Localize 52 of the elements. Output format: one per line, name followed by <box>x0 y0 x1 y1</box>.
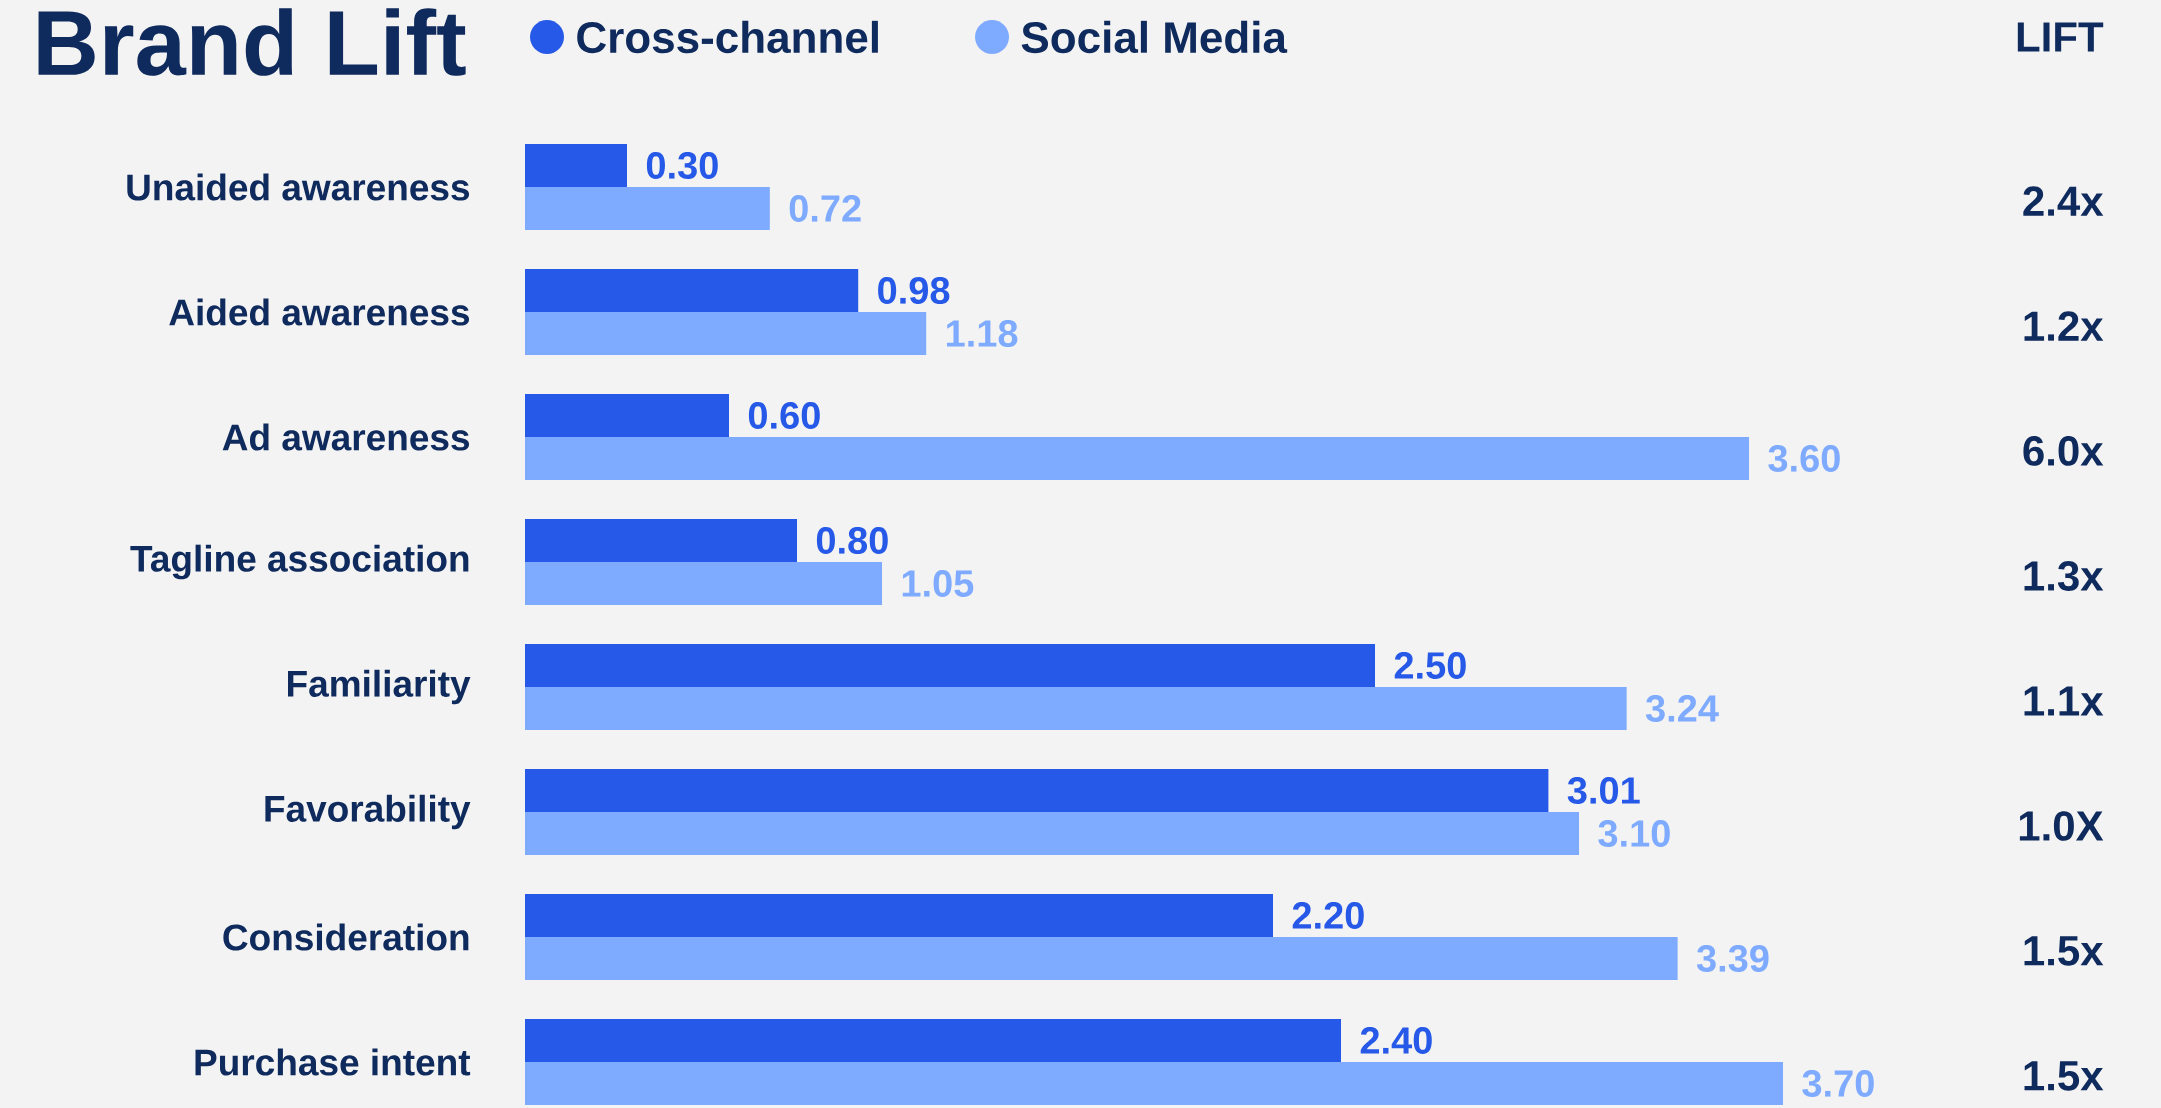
text: 6.0x <box>2023 436 2104 466</box>
text: 1.0X <box>2019 811 2104 841</box>
text: 1.5x <box>2024 936 2104 966</box>
data-label: 3.60 <box>1768 445 1840 472</box>
bar <box>525 894 1274 938</box>
data-label: 3.10 <box>1598 820 1670 847</box>
y-tick-label: Consideration <box>223 923 469 951</box>
data-label: 3.70 <box>1802 1070 1874 1098</box>
y-tick-label: Favorability <box>265 794 471 830</box>
y-tick-label: Purchase intent <box>195 1048 471 1076</box>
bar <box>525 394 730 438</box>
bar <box>525 187 770 230</box>
data-label: 3.39 <box>1696 945 1769 973</box>
bar <box>525 437 1750 480</box>
text: 1.3x <box>2024 561 2104 591</box>
text: 1.2x <box>2024 311 2104 341</box>
data-label: 1.05 <box>902 570 974 597</box>
data-label: 0.30 <box>646 152 718 179</box>
bar <box>525 937 1678 981</box>
y-tick-label: Unaided awareness <box>127 173 470 201</box>
text: 2.4x <box>2023 186 2104 216</box>
bar <box>525 1019 1342 1063</box>
data-label: 2.20 <box>1292 902 1364 929</box>
bar <box>525 562 883 606</box>
chart-title: Brand Lift <box>38 8 466 76</box>
data-label: 3.01 <box>1567 777 1640 804</box>
text: 1.1x <box>2024 686 2104 716</box>
data-label: 1.18 <box>946 320 1018 347</box>
data-label: 3.24 <box>1645 695 1719 722</box>
data-label: 0.72 <box>789 195 861 222</box>
bar <box>525 519 797 563</box>
bar <box>525 644 1376 688</box>
y-tick-label: Ad awareness <box>222 423 470 451</box>
y-tick-label: Aided awareness <box>169 298 470 326</box>
bar <box>525 1062 1784 1106</box>
legend-label: Social Media <box>1021 20 1288 54</box>
bar <box>525 312 927 356</box>
y-tick-label: Tagline association <box>130 544 469 580</box>
bar <box>525 269 859 312</box>
bar <box>525 144 627 187</box>
data-label: 0.98 <box>878 277 950 304</box>
bar <box>525 769 1549 813</box>
y-tick-label: Familiarity <box>288 669 471 705</box>
legend-label: Cross-channel <box>577 20 878 54</box>
data-label: 2.40 <box>1360 1027 1432 1054</box>
text: LIFT <box>2017 22 2104 52</box>
data-label: 0.80 <box>816 527 888 554</box>
text: 1.5x <box>2024 1061 2104 1091</box>
data-label: 2.50 <box>1394 652 1466 679</box>
data-label: 0.60 <box>748 402 820 429</box>
bar <box>525 812 1580 856</box>
bar <box>525 687 1627 731</box>
